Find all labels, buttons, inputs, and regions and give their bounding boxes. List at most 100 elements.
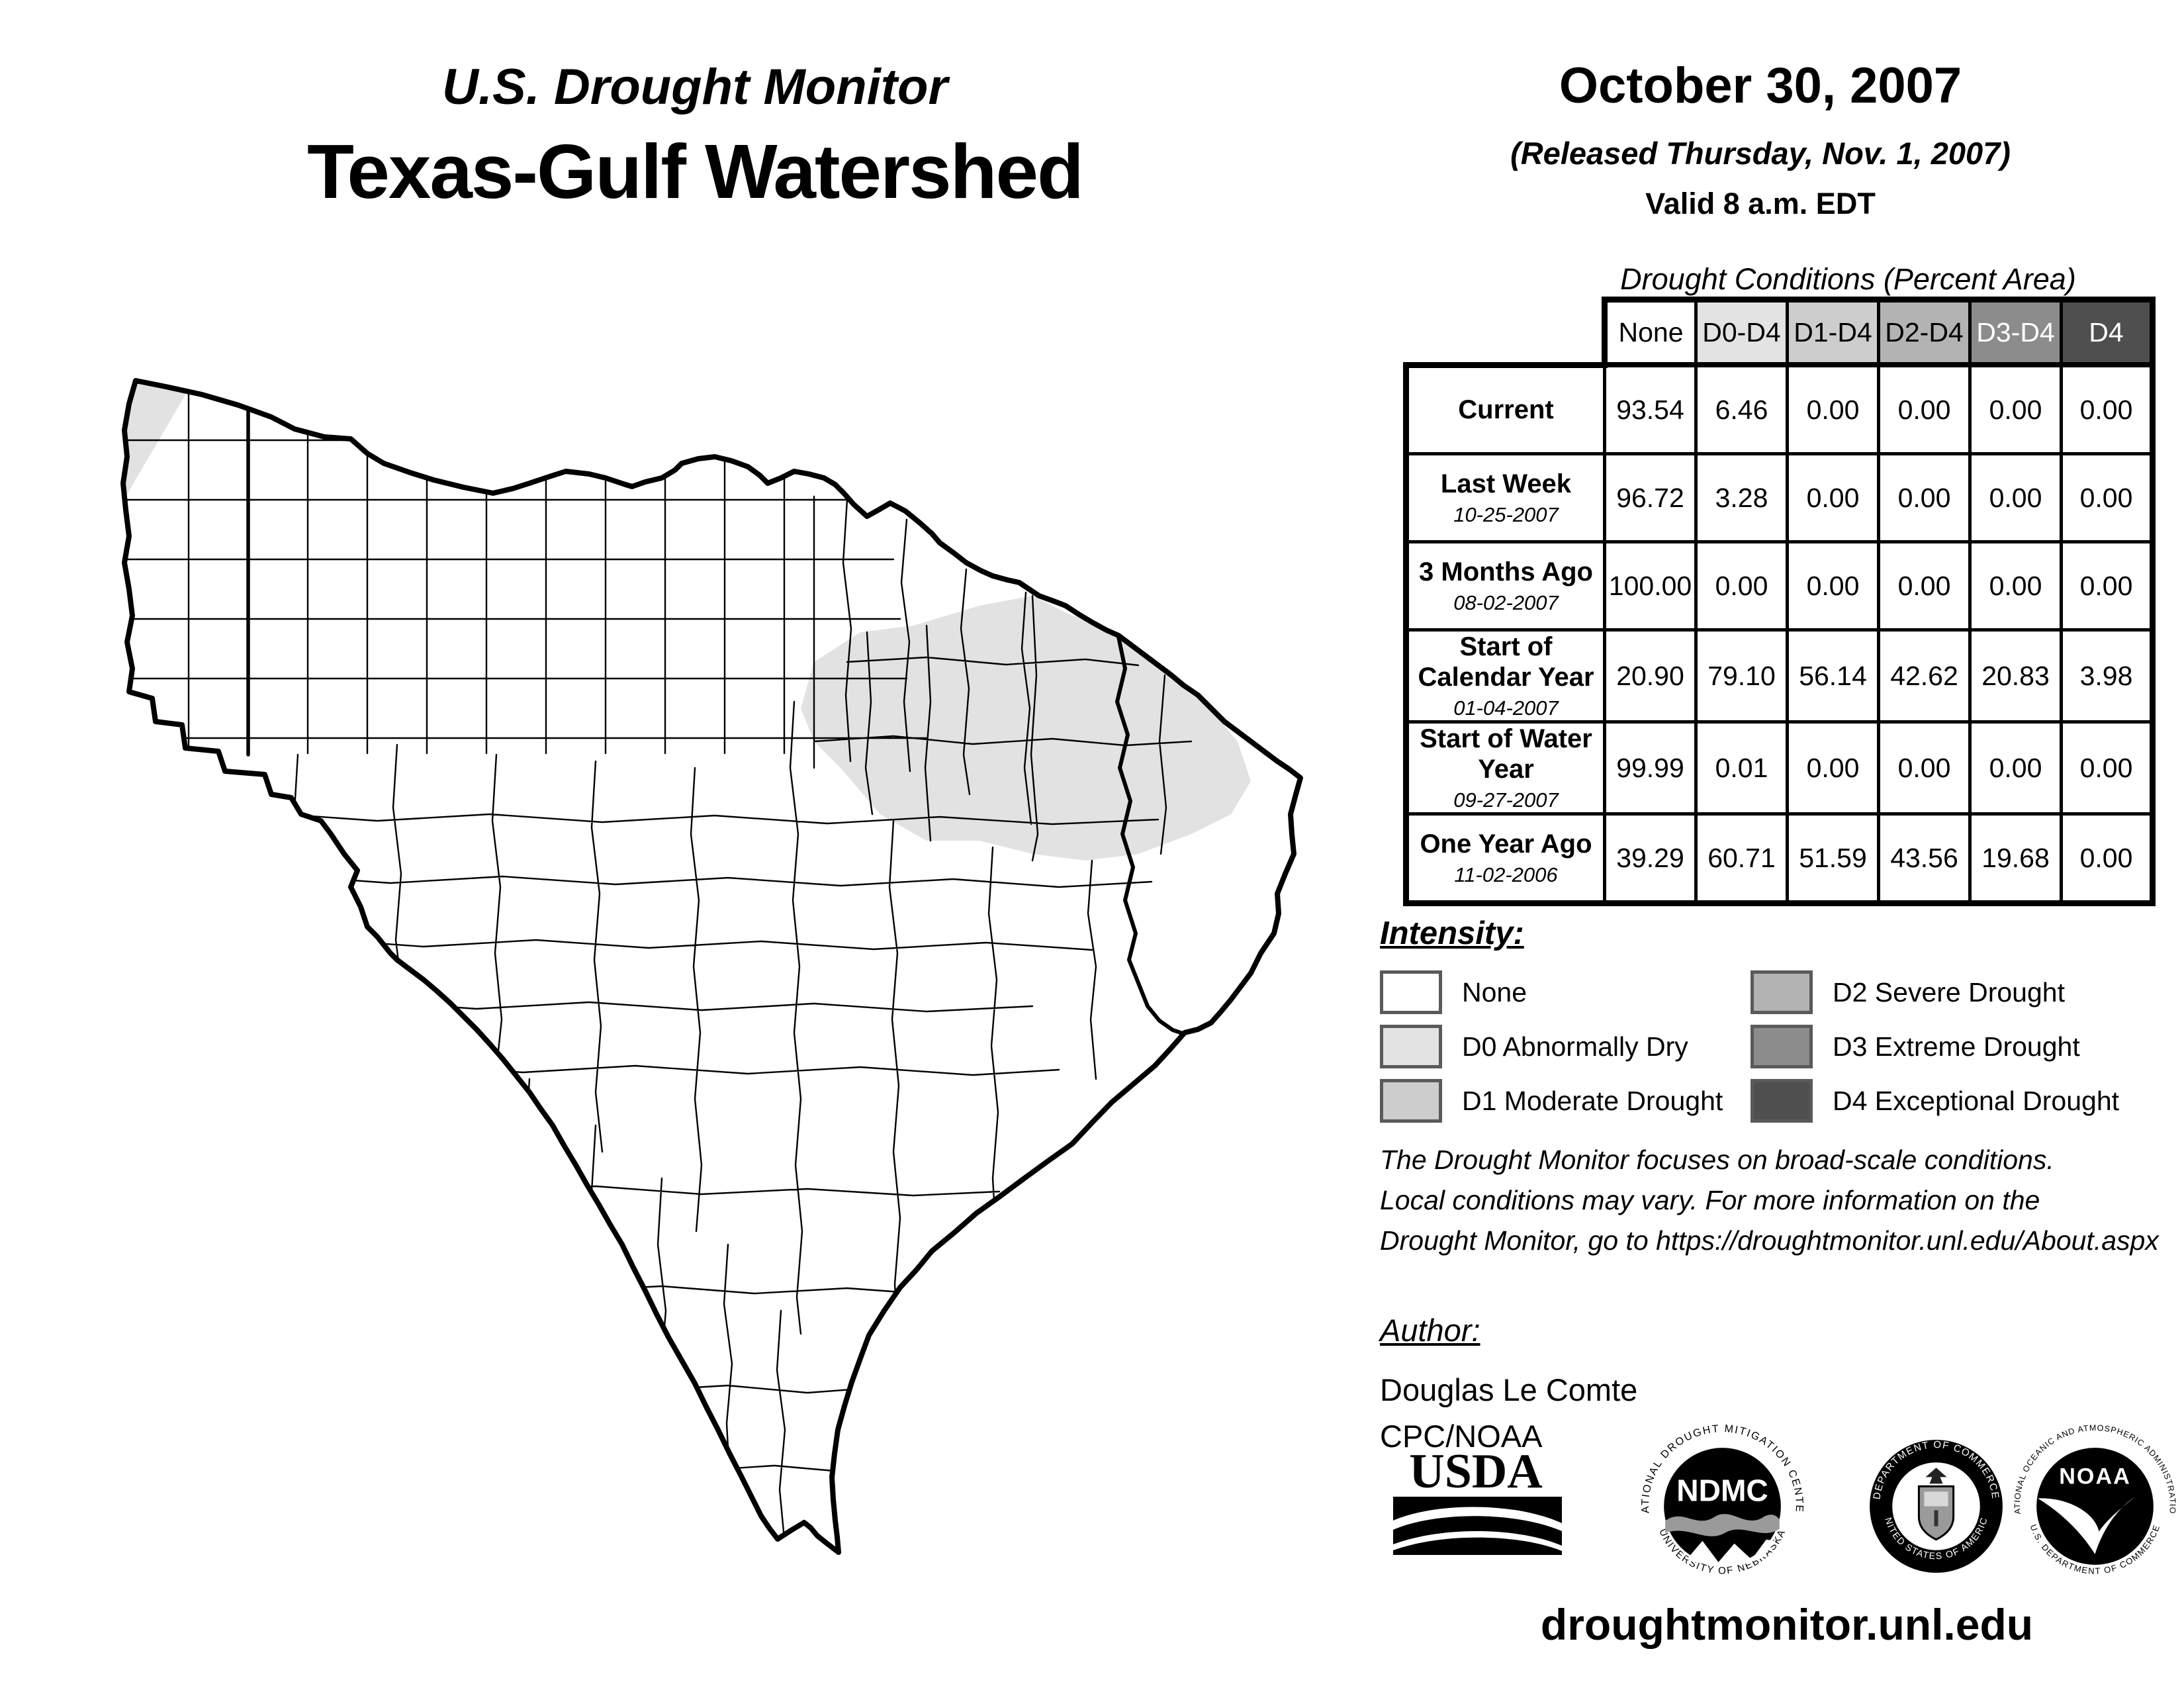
table-header-row: None D0-D4 D1-D4 D2-D4 D3-D4 D4: [1406, 297, 2156, 367]
cell-value: 0.00: [1694, 540, 1789, 632]
legend-swatch-d4: [1751, 1079, 1813, 1123]
cell-value: 20.83: [1968, 628, 2063, 724]
noaa-bird: [2038, 1497, 2135, 1554]
watershed-outline: [120, 378, 1303, 1555]
cell-value: 0.00: [1877, 363, 1972, 455]
author-block: Author: Douglas Le Comte CPC/NOAA: [1380, 1312, 1637, 1460]
table-row: Current 93.54 6.46 0.00 0.00 0.00 0.00: [1403, 361, 2156, 455]
col-header-none: None: [1602, 297, 1698, 367]
col-header-d4: D4: [2060, 297, 2156, 367]
table-row: 3 Months Ago 08-02-2007 100.00 0.00 0.00 …: [1403, 540, 2156, 632]
cell-value: 0.00: [1968, 720, 2063, 816]
department-of-commerce-seal: DEPARTMENT OF COMMERCE UNITED STATES OF …: [1870, 1439, 2003, 1573]
cell-value: 60.71: [1694, 812, 1789, 906]
table-corner-spacer: [1406, 299, 1605, 365]
cell-value: 0.00: [2060, 812, 2156, 906]
row-label-3-months-ago: 3 Months Ago 08-02-2007: [1403, 540, 1606, 632]
cell-value: 0.00: [1786, 720, 1880, 816]
cell-value: 0.00: [2060, 720, 2156, 816]
d0-area-northeast: [801, 596, 1251, 861]
river-line: [1115, 635, 1187, 1036]
table-row: One Year Ago 11-02-2006 39.29 60.71 51.59…: [1403, 812, 2156, 906]
cell-value: 79.10: [1694, 628, 1789, 724]
legend-swatch-d3: [1751, 1025, 1813, 1068]
legend-heading: Intensity:: [1380, 915, 1524, 951]
cell-value: 0.01: [1694, 720, 1789, 816]
watershed-fill: [123, 381, 1300, 1552]
cell-value: 6.46: [1694, 363, 1789, 455]
cell-value: 3.98: [2060, 628, 2156, 724]
col-header-d2d4: D2-D4: [1877, 297, 1972, 367]
author-organization: CPC/NOAA: [1380, 1419, 1543, 1454]
table-row: Last Week 10-25-2007 96.72 3.28 0.00 0.00…: [1403, 452, 2156, 543]
footer-url: droughtmonitor.unl.edu: [1540, 1600, 2034, 1649]
noaa-disc: [2036, 1448, 2154, 1565]
author-heading: Author:: [1380, 1313, 1480, 1348]
legend-item-d3: D3 Extreme Drought: [1751, 1025, 2119, 1068]
legend-item-d1: D1 Moderate Drought: [1380, 1079, 1751, 1123]
cell-value: 93.54: [1603, 363, 1698, 455]
svg-text:USDA: USDA: [1409, 1446, 1542, 1499]
cell-value: 39.29: [1603, 812, 1698, 906]
usda-logo: USDA: [1393, 1446, 1562, 1555]
legend-swatch-none: [1380, 970, 1442, 1014]
cell-value: 20.90: [1603, 628, 1698, 724]
watershed-map: [120, 378, 1303, 1555]
cell-value: 0.00: [2060, 452, 2156, 543]
col-header-d0d4: D0-D4: [1694, 297, 1789, 367]
cell-value: 0.00: [1877, 720, 1972, 816]
legend-item-none: None: [1380, 970, 1751, 1014]
cell-value: 0.00: [1786, 540, 1880, 632]
cell-value: 96.72: [1603, 452, 1698, 543]
table-row: Start of Calendar Year 01-04-2007 20.90 7…: [1403, 628, 2156, 724]
doc-eagle: [1925, 1468, 1947, 1484]
cell-value: 0.00: [1968, 452, 2063, 543]
cell-value: 42.62: [1877, 628, 1972, 724]
cell-value: 0.00: [2060, 540, 2156, 632]
ndmc-logo: NATIONAL DROUGHT MITIGATION CENTER UNIVE…: [1639, 1423, 1804, 1577]
cell-value: 19.68: [1968, 812, 2063, 906]
page-title: Texas-Gulf Watershed: [307, 128, 1084, 214]
cell-value: 0.00: [2060, 363, 2156, 455]
table-caption: Drought Conditions (Percent Area): [1620, 262, 2076, 296]
cell-value: 0.00: [1786, 363, 1880, 455]
legend-swatch-d1: [1380, 1079, 1442, 1123]
col-header-d3d4: D3-D4: [1968, 297, 2063, 367]
row-label-start-calendar-year: Start of Calendar Year 01-04-2007: [1403, 628, 1606, 724]
table-row: Start of Water Year 09-27-2007 99.99 0.01…: [1403, 720, 2156, 816]
cell-value: 3.28: [1694, 452, 1789, 543]
disclaimer-text: The Drought Monitor focuses on broad-sca…: [1380, 1145, 2159, 1256]
cell-value: 56.14: [1786, 628, 1880, 724]
intensity-legend: Intensity: None D0 Abnormally Dry D1 Mod…: [1380, 915, 2174, 1133]
legend-item-d0: D0 Abnormally Dry: [1380, 1025, 1751, 1068]
cell-value: 43.56: [1877, 812, 1972, 906]
noaa-logo: NATIONAL OCEANIC AND ATMOSPHERIC ADMINIS…: [2013, 1423, 2177, 1576]
svg-text:NOAA: NOAA: [2059, 1464, 2131, 1489]
legend-item-d4: D4 Exceptional Drought: [1751, 1079, 2119, 1123]
row-label-last-week: Last Week 10-25-2007: [1403, 452, 1606, 543]
row-label-one-year-ago: One Year Ago 11-02-2006: [1403, 812, 1606, 906]
valid-time: Valid 8 a.m. EDT: [1645, 187, 1876, 220]
released-date: (Released Thursday, Nov. 1, 2007): [1510, 136, 2011, 171]
legend-swatch-d2: [1751, 970, 1813, 1014]
row-label-start-water-year: Start of Water Year 09-27-2007: [1403, 720, 1606, 816]
cell-value: 0.00: [1786, 452, 1880, 543]
ndmc-disc: [1664, 1448, 1781, 1565]
row-label-current: Current: [1403, 361, 1606, 455]
supertitle: U.S. Drought Monitor: [441, 59, 948, 115]
cell-value: 99.99: [1603, 720, 1698, 816]
legend-swatch-d0: [1380, 1025, 1442, 1068]
cell-value: 0.00: [1877, 452, 1972, 543]
drought-conditions-table: None D0-D4 D1-D4 D2-D4 D3-D4 D4 Current …: [1403, 297, 2156, 906]
col-header-d1d4: D1-D4: [1786, 297, 1880, 367]
cell-value: 0.00: [1968, 540, 2063, 632]
cell-value: 51.59: [1786, 812, 1880, 906]
legend-item-d2: D2 Severe Drought: [1751, 970, 2119, 1014]
cell-value: 0.00: [1877, 540, 1972, 632]
cell-value: 100.00: [1603, 540, 1698, 632]
author-name: Douglas Le Comte: [1380, 1372, 1638, 1407]
svg-text:NDMC: NDMC: [1676, 1473, 1768, 1507]
cell-value: 0.00: [1968, 363, 2063, 455]
map-date: October 30, 2007: [1559, 58, 1962, 114]
